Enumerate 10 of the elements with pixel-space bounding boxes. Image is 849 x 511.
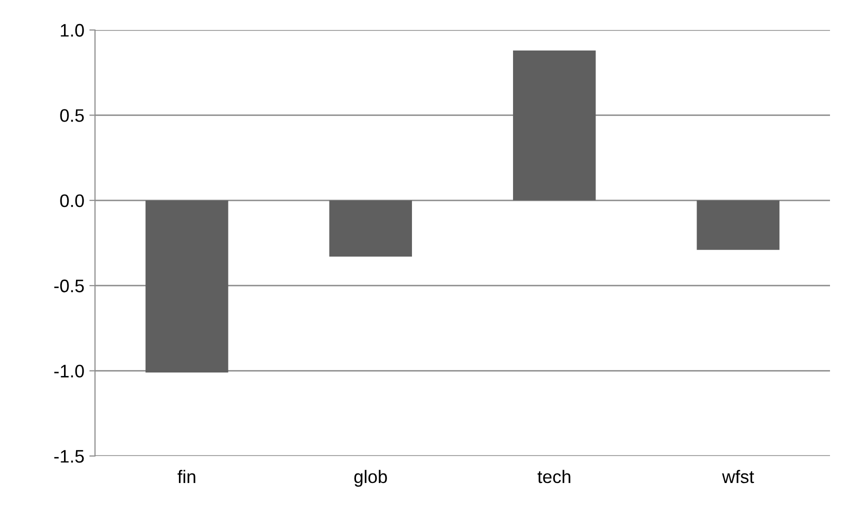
x-tick-label: wfst — [722, 470, 754, 484]
y-tick-label: 0.0 — [60, 194, 84, 208]
x-tick-label: fin — [178, 470, 196, 483]
y-tick-label: -1.5 — [54, 450, 84, 463]
x-tick-label: tech — [538, 470, 570, 484]
y-tick-label: -0.5 — [54, 280, 84, 292]
x-tick-label: glob — [354, 470, 387, 487]
y-tick-label: 1.0 — [60, 24, 84, 37]
y-tick-label: 0.5 — [60, 109, 84, 122]
y-tick-label: -1.0 — [54, 364, 84, 378]
